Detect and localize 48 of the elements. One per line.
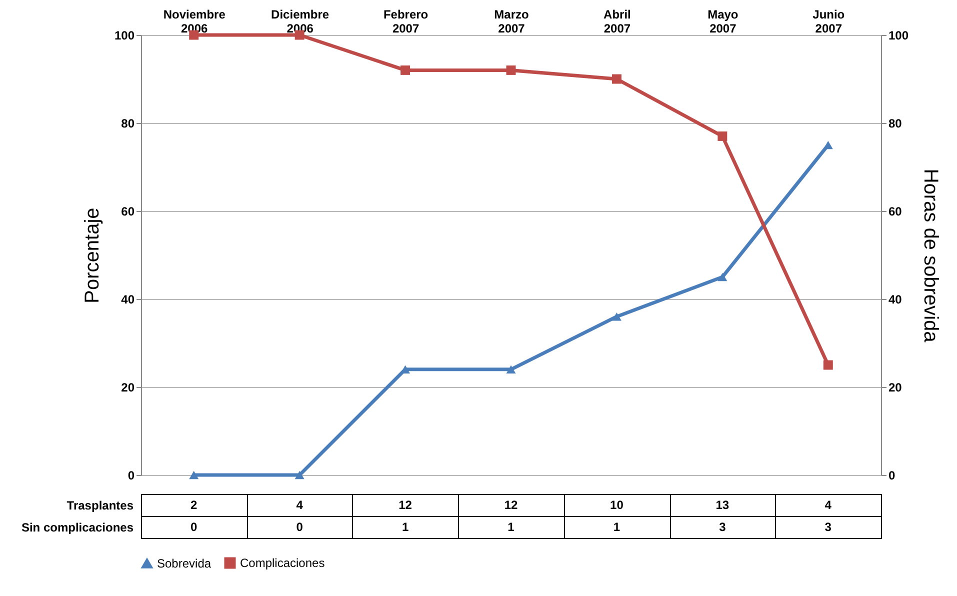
text: 1 — [508, 520, 515, 534]
y-axis-title: Porcentaje — [81, 208, 104, 304]
y-tick-label: 100 — [114, 28, 135, 42]
point — [823, 140, 833, 150]
y-tick-label: 40 — [121, 292, 135, 306]
text: Sin complicaciones — [21, 520, 134, 534]
point — [506, 65, 516, 75]
y-tick-label: 80 — [121, 116, 135, 130]
point — [506, 365, 516, 374]
text: 10 — [610, 498, 624, 512]
x-tick-label: Febrero 2007 — [383, 8, 428, 36]
y2-tick-label: 60 — [888, 204, 902, 218]
legend-label: Sobrevida — [157, 556, 212, 570]
y2-axis-title: Horas de sobrevida — [920, 168, 942, 344]
point — [612, 74, 622, 84]
text: 3 — [719, 520, 726, 534]
y2-tick-label: 20 — [888, 380, 902, 394]
text: Trasplantes — [66, 498, 134, 512]
text: 1 — [402, 520, 409, 534]
x-tick-label: Marzo 2007 — [494, 8, 529, 36]
text: 0 — [296, 520, 304, 534]
point — [400, 65, 410, 75]
y2-tick-label: 40 — [888, 292, 902, 306]
point — [718, 131, 728, 141]
text: 13 — [716, 498, 730, 512]
point — [189, 470, 199, 480]
text: 4 — [824, 498, 832, 512]
text: 12 — [504, 498, 518, 512]
x-tick-label: Junio 2007 — [812, 8, 845, 36]
text: 0 — [190, 520, 198, 534]
legend-label: Complicaciones — [240, 556, 325, 570]
point — [294, 470, 304, 480]
y2-tick-label: 80 — [888, 116, 902, 130]
y-tick-label: 20 — [121, 380, 135, 394]
text: 12 — [398, 498, 412, 512]
x-tick-label: Mayo 2007 — [708, 8, 738, 36]
point — [718, 272, 728, 282]
text: 3 — [824, 520, 832, 534]
text: 4 — [296, 498, 304, 512]
text: 1 — [613, 520, 620, 534]
y-tick-label: 60 — [121, 204, 135, 218]
point — [823, 360, 833, 370]
point — [612, 312, 622, 321]
text: 2 — [190, 498, 198, 512]
y2-tick-label: 0 — [888, 468, 896, 482]
x-tick-label: Abril 2007 — [604, 8, 631, 36]
y-tick-label: 0 — [128, 468, 135, 482]
y2-tick-label: 100 — [888, 28, 909, 42]
